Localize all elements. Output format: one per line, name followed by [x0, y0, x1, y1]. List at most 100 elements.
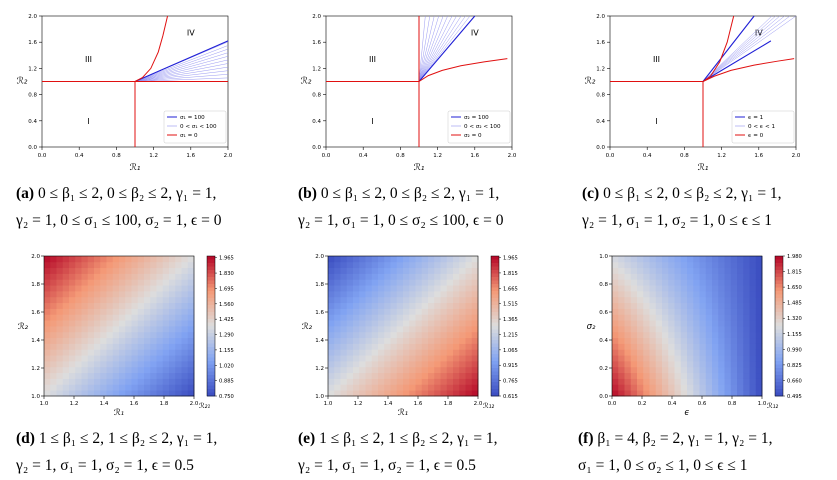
- colorbar-tick-label: 1.665: [503, 286, 518, 292]
- heatmap-cell: [365, 326, 373, 333]
- heatmap-cell: [62, 308, 70, 315]
- heatmap-cell: [643, 361, 650, 368]
- heatmap-cell: [434, 314, 441, 321]
- heatmap-cell: [131, 256, 139, 263]
- heatmap-cell: [119, 326, 126, 333]
- heatmap-cell: [693, 378, 700, 385]
- heatmap-cell: [69, 343, 76, 350]
- heatmap-cell: [334, 390, 341, 397]
- heatmap-cell: [649, 331, 657, 339]
- heatmap-cell: [75, 384, 82, 391]
- heatmap-cell: [415, 285, 423, 292]
- series-line-intermediate: [702, 15, 776, 82]
- heatmap-cell: [743, 285, 750, 292]
- heatmap-cell: [755, 331, 763, 339]
- heatmap-cell: [81, 320, 89, 327]
- heatmap-cell: [687, 267, 694, 274]
- heatmap-cell: [699, 302, 707, 309]
- colorbar-segment: [207, 382, 215, 386]
- heatmap-cell: [359, 378, 366, 385]
- heatmap-cell: [181, 372, 189, 379]
- heatmap-cell: [390, 267, 398, 274]
- x-tick-label: 0.2: [638, 401, 647, 407]
- heatmap-cell: [390, 378, 398, 385]
- heatmap-cell: [131, 331, 139, 339]
- heatmap-cell: [384, 308, 391, 315]
- heatmap-cell: [459, 372, 466, 379]
- heatmap-cell: [618, 361, 625, 368]
- heatmap-cell: [403, 279, 410, 286]
- region-label-iii: III: [85, 55, 92, 64]
- heatmap-cell: [75, 314, 82, 321]
- heatmap-cell: [378, 355, 385, 362]
- heatmap-cell: [106, 337, 114, 344]
- heatmap-cell: [630, 320, 638, 327]
- heatmap-cell: [384, 331, 391, 339]
- heatmap-cell: [353, 314, 360, 321]
- heatmap-cell: [390, 314, 398, 321]
- heatmap-cell: [662, 273, 669, 280]
- heatmap-cell: [730, 349, 738, 356]
- heatmap-cell: [409, 384, 416, 391]
- heatmap-cell: [181, 366, 189, 374]
- heatmap-cell: [371, 326, 379, 333]
- heatmap-cell: [175, 366, 182, 374]
- heatmap-cell: [428, 366, 435, 374]
- heatmap-cell: [69, 261, 76, 269]
- heatmap-cell: [699, 378, 707, 385]
- heatmap-cell: [718, 361, 725, 368]
- heatmap-cell: [106, 320, 114, 327]
- heatmap-cell: [162, 273, 170, 280]
- heatmap-cell: [465, 256, 473, 263]
- heatmap-cell: [156, 337, 164, 344]
- heatmap-cell: [724, 261, 732, 269]
- heatmap-cell: [334, 320, 341, 327]
- heatmap-cell: [428, 384, 435, 391]
- heatmap-cell: [390, 320, 398, 327]
- heatmap-cell: [359, 256, 366, 263]
- y-tick-label: 0.8: [312, 93, 321, 99]
- colorbar-tick-label: 1.425: [219, 317, 234, 323]
- heatmap-cell: [156, 349, 164, 356]
- colorbar-segment: [491, 291, 499, 295]
- heatmap-cell: [169, 343, 176, 350]
- heatmap-cell: [612, 343, 619, 350]
- heatmap-cell: [44, 326, 51, 333]
- heatmap-cell: [434, 384, 441, 391]
- heatmap-cell: [668, 343, 675, 350]
- heatmap-cell: [668, 291, 675, 298]
- heatmap-cell: [637, 256, 644, 263]
- heatmap-cell: [175, 384, 182, 391]
- series-line-intermediate: [418, 15, 448, 82]
- heatmap-cell: [371, 314, 379, 321]
- heatmap-cell: [643, 349, 650, 356]
- heatmap-cell: [87, 267, 95, 274]
- heatmap-cell: [112, 349, 120, 356]
- heatmap-cell: [446, 331, 454, 339]
- colorbar-segment: [491, 298, 499, 302]
- heatmap-cell: [687, 384, 694, 391]
- heatmap-cell: [687, 256, 694, 263]
- heatmap-cell: [150, 361, 157, 368]
- heatmap-cell: [69, 296, 76, 304]
- heatmap-cell: [175, 314, 182, 321]
- heatmap-cell: [662, 361, 669, 368]
- heatmap-cell: [150, 378, 157, 385]
- heatmap-cell: [415, 314, 423, 321]
- heatmap-cell: [737, 291, 744, 298]
- heatmap-cell: [175, 326, 182, 333]
- heatmap-cell: [730, 314, 738, 321]
- heatmap-cell: [743, 256, 750, 263]
- heatmap-cell: [131, 361, 139, 368]
- y-tick-label: 0.0: [312, 145, 321, 151]
- heatmap-cell: [737, 343, 744, 350]
- heatmap-cell: [705, 256, 713, 263]
- heatmap-cell: [56, 390, 64, 397]
- heatmap-cell: [144, 320, 151, 327]
- heatmap-cell: [175, 331, 182, 339]
- heatmap-cell: [106, 267, 114, 274]
- heatmap-cell: [112, 331, 120, 339]
- heatmap-cell: [687, 355, 694, 362]
- heatmap-cell: [44, 256, 51, 263]
- heatmap-cell: [612, 390, 619, 397]
